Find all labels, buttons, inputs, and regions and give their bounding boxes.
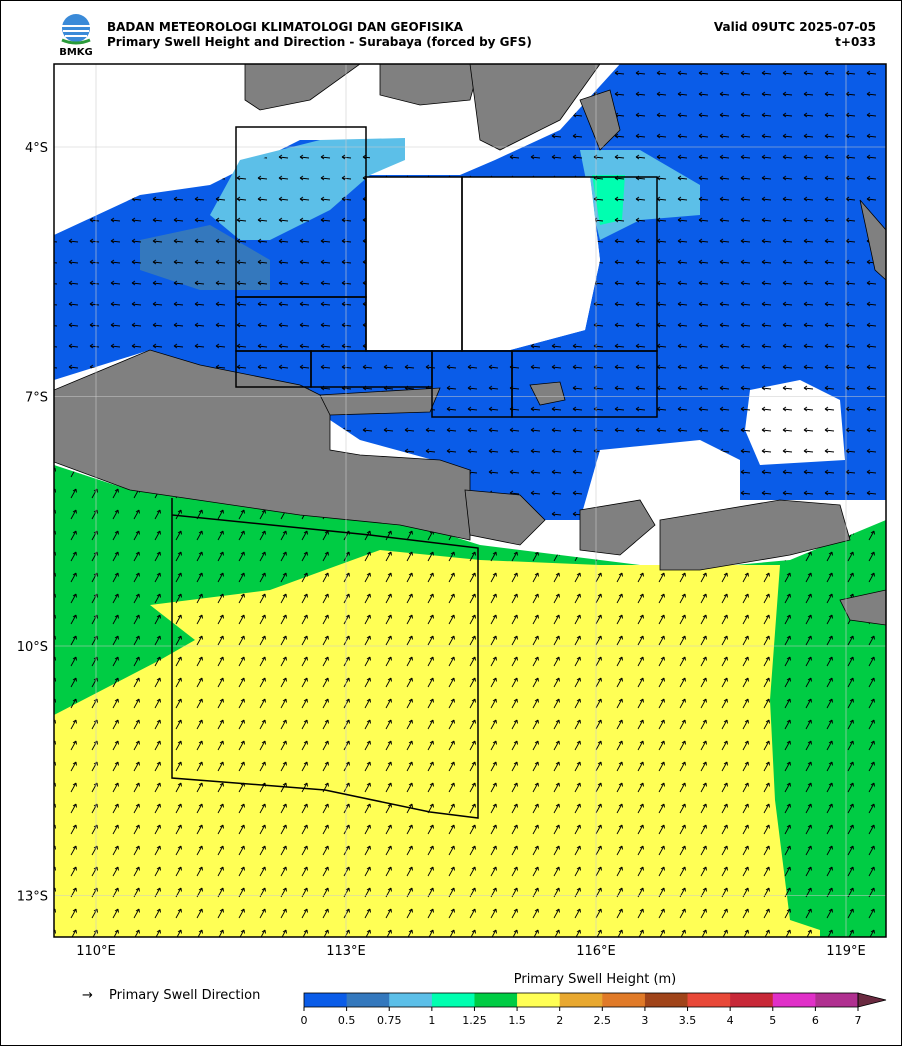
lat-label: 10°S — [17, 640, 48, 655]
lon-label: 116°E — [576, 944, 616, 959]
valid-time: Valid 09UTC 2025-07-05 — [714, 20, 876, 34]
colorbar-tick-label: 1 — [428, 1014, 435, 1027]
map — [54, 64, 886, 937]
lon-label: 110°E — [76, 944, 116, 959]
colorbar-tick-label: 7 — [855, 1014, 862, 1027]
colorbar-segment — [644, 993, 689, 1007]
logo: BMKG — [59, 14, 93, 58]
colorbar-tick-label: 2 — [556, 1014, 563, 1027]
colorbar-segment — [730, 993, 774, 1007]
legend-arrow: → — [82, 988, 93, 1003]
lon-label: 113°E — [326, 944, 366, 959]
colorbar-tick-label: 3 — [641, 1014, 648, 1027]
colorbar-segment — [389, 993, 433, 1007]
colorbar-segment — [304, 993, 348, 1007]
map-frame — [53, 63, 887, 938]
colorbar-tick-label: 1.25 — [462, 1014, 487, 1027]
sea-south — [54, 465, 886, 937]
forecast-step: t+033 — [835, 35, 876, 49]
colorbar-segment — [687, 993, 731, 1007]
colorbar-title: Primary Swell Height (m) — [514, 972, 677, 987]
lat-label: 4°S — [25, 141, 48, 156]
colorbar-segment — [559, 993, 603, 1007]
logo-text: BMKG — [59, 47, 93, 58]
grid — [54, 64, 886, 937]
sea-north — [54, 64, 886, 520]
colorbar-tick-label: 1.5 — [508, 1014, 526, 1027]
land — [54, 64, 886, 626]
colorbar-tick-label: 3.5 — [679, 1014, 697, 1027]
lat-label: 7°S — [25, 391, 48, 406]
colorbar-segment — [602, 993, 646, 1007]
lon-label: 119°E — [826, 944, 866, 959]
domains — [171, 126, 658, 819]
colorbar-tick-label: 4 — [727, 1014, 734, 1027]
colorbar-tick-label: 5 — [769, 1014, 776, 1027]
colorbar-frame — [303, 992, 859, 1008]
colorbar-tick-label: 0.75 — [377, 1014, 402, 1027]
lat-label: 13°S — [17, 890, 48, 905]
colorbar-tick-label: 6 — [812, 1014, 819, 1027]
colorbar-segment — [474, 993, 518, 1007]
legend-label: Primary Swell Direction — [109, 988, 260, 1003]
colorbar-segment — [815, 993, 859, 1007]
colorbar-segment — [346, 993, 390, 1007]
colorbar-segment — [517, 993, 561, 1007]
colorbar-tick-label: 0.5 — [338, 1014, 356, 1027]
colorbar-segment — [772, 993, 816, 1007]
title: Primary Swell Height and Direction - Sur… — [107, 35, 532, 49]
colorbar-tick-label: 2.5 — [594, 1014, 612, 1027]
colorbar: 0 0.5 0.75 1 1.25 1.5 2 2.5 3 3.5 4 5 6 7 — [301, 992, 887, 1027]
agency: BADAN METEOROLOGI KLIMATOLOGI DAN GEOFIS… — [107, 20, 464, 34]
colorbar-tick-label: 0 — [301, 1014, 308, 1027]
colorbar-segment — [431, 993, 475, 1007]
